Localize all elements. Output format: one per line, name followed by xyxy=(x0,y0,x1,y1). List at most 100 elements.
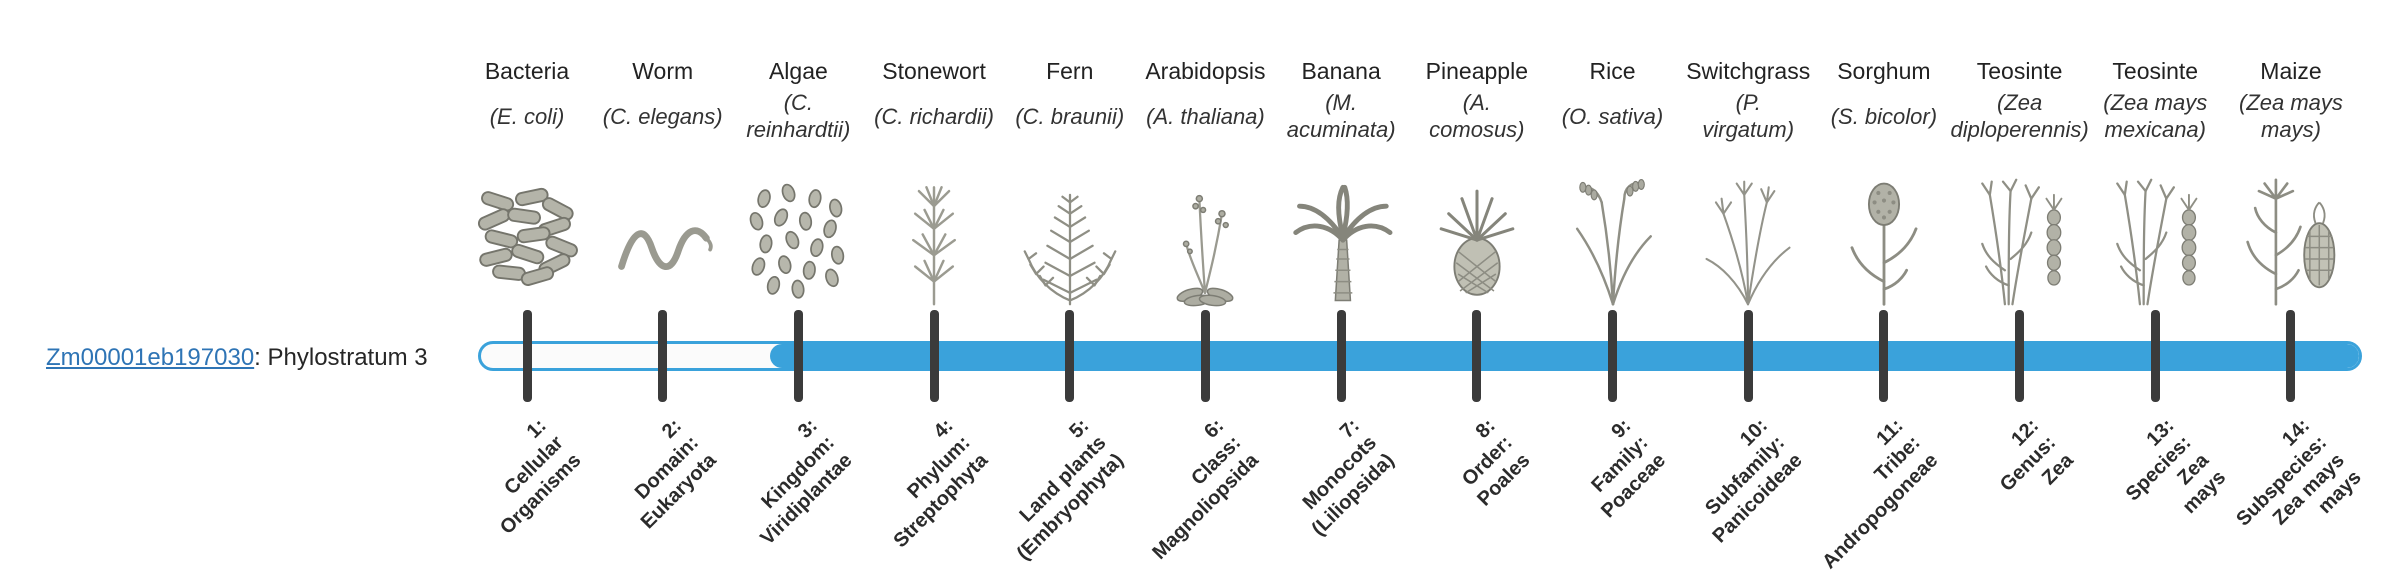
organism-name: Maize xyxy=(2260,58,2322,84)
bacteria-icon xyxy=(477,187,578,286)
phylostratum-2-tick xyxy=(658,310,668,402)
phylostratum-9-tick xyxy=(1608,310,1618,402)
organism-header: Maize (Zea mays mays) xyxy=(2196,56,2386,146)
organism-name: Teosinte xyxy=(2112,58,2199,84)
organism-species: (Zea diploperennis) xyxy=(1950,90,2089,142)
organism-illustration xyxy=(606,176,720,308)
organism-header: Switchgrass (P. virgatum) xyxy=(1653,56,1843,146)
organism-header: Stonewort (C. richardii) xyxy=(839,56,1029,146)
organism-species: (C. reinhardtii) xyxy=(746,90,851,142)
switchgrass-icon xyxy=(1705,180,1791,306)
stonewort-icon xyxy=(912,186,957,306)
organism-name: Pineapple xyxy=(1425,58,1528,84)
organism-header: Bacteria (E. coli) xyxy=(432,56,622,146)
organism-species: (S. bicolor) xyxy=(1830,103,1938,129)
organism-header: Pineapple (A. comosus) xyxy=(1382,56,1572,146)
organism-species: (C. elegans) xyxy=(602,103,723,129)
sorghum-icon xyxy=(1850,182,1918,306)
worm-icon xyxy=(617,227,713,270)
organism-species: (A. thaliana) xyxy=(1146,103,1265,129)
organism-illustration xyxy=(2098,176,2212,308)
fern-icon xyxy=(1023,193,1117,306)
organism-illustration xyxy=(470,176,584,308)
phylostratum-6-tick xyxy=(1200,310,1210,402)
organism-name: Worm xyxy=(632,58,694,84)
organism-illustration xyxy=(1284,176,1398,308)
organism-illustration xyxy=(1420,176,1534,308)
pineapple-icon xyxy=(1439,189,1515,296)
timeline-bar xyxy=(478,341,2362,371)
organism-header: Arabidopsis (A. thaliana) xyxy=(1110,56,1300,146)
organism-species: (C. braunii) xyxy=(1015,103,1125,129)
phylostratum-5-tick xyxy=(1065,310,1075,402)
organism-illustration xyxy=(1963,176,2077,308)
teosinte-icon xyxy=(1980,178,2063,306)
phylostratum-3-tick xyxy=(793,310,803,402)
phylostratum-1-tick xyxy=(522,310,532,402)
organism-name: Arabidopsis xyxy=(1145,58,1266,84)
organism-header: Teosinte (Zea diploperennis) xyxy=(1925,56,2115,146)
organism-illustration xyxy=(1013,176,1127,308)
organism-name: Algae xyxy=(768,58,828,84)
organism-species: (C. richardii) xyxy=(874,103,994,129)
gene-link[interactable]: Zm00001eb197030 xyxy=(46,344,255,371)
organism-name: Switchgrass xyxy=(1686,58,1811,84)
maize-icon xyxy=(2246,178,2336,306)
organism-illustration xyxy=(1827,176,1941,308)
organism-illustration xyxy=(741,176,855,308)
organism-species: (E. coli) xyxy=(489,103,565,129)
organism-species: (Zea mays mays) xyxy=(2239,90,2343,142)
arabidopsis-icon xyxy=(1176,194,1234,307)
phylostratum-10-tick xyxy=(1743,310,1753,402)
organism-header: Banana (M. acuminata) xyxy=(1246,56,1436,146)
organism-species: (A. comosus) xyxy=(1429,90,1525,142)
organism-header: Fern (C. braunii) xyxy=(975,56,1165,146)
organism-species: (O. sativa) xyxy=(1561,103,1664,129)
gene-label: Zm00001eb197030: Phylostratum 3 xyxy=(46,344,428,372)
phylostratum-13-tick xyxy=(2150,310,2160,402)
phylostratum-11-tick xyxy=(1879,310,1889,402)
phylostratum-12-tick xyxy=(2015,310,2025,402)
teosinte-icon xyxy=(2116,178,2198,306)
gene-phylostratum-text: : Phylostratum 3 xyxy=(254,344,428,371)
organism-name: Sorghum xyxy=(1837,58,1931,84)
organism-species: (Zea mays mexicana) xyxy=(2103,90,2208,142)
organism-illustration xyxy=(1556,176,1670,308)
organism-name: Rice xyxy=(1589,58,1636,84)
organism-header: Rice (O. sativa) xyxy=(1518,56,1708,146)
organism-header: Algae (C. reinhardtii) xyxy=(703,56,893,146)
organism-illustration xyxy=(2234,176,2348,308)
phylostratum-14-label: 14: Subspecies: Zea mays mays xyxy=(2232,414,2366,531)
organism-illustration xyxy=(1691,176,1805,308)
organism-header: Worm (C. elegans) xyxy=(568,56,758,146)
timeline-bar-fill xyxy=(770,344,2359,368)
organism-name: Stonewort xyxy=(882,58,986,84)
organism-name: Teosinte xyxy=(1976,58,2063,84)
organism-species: (P. virgatum) xyxy=(1702,90,1795,142)
organism-name: Bacteria xyxy=(484,58,570,84)
organism-illustration xyxy=(1148,176,1262,308)
organism-name: Banana xyxy=(1301,58,1381,84)
organism-header: Teosinte (Zea mays mexicana) xyxy=(2060,56,2250,146)
rice-icon xyxy=(1575,179,1652,306)
algae-icon xyxy=(750,183,845,299)
organism-species: (M. acuminata) xyxy=(1286,90,1396,142)
phylostratum-4-tick xyxy=(929,310,939,402)
phylostratum-8-tick xyxy=(1472,310,1482,402)
organism-header: Sorghum (S. bicolor) xyxy=(1789,56,1979,146)
phylostratum-14-tick xyxy=(2286,310,2296,402)
